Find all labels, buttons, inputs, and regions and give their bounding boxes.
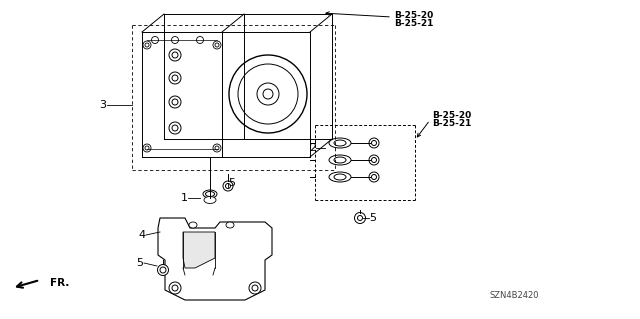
Text: 5: 5	[228, 178, 236, 188]
Ellipse shape	[334, 140, 346, 146]
Ellipse shape	[226, 222, 234, 228]
Ellipse shape	[369, 155, 379, 165]
Text: B-25-21: B-25-21	[432, 120, 472, 129]
Ellipse shape	[172, 285, 178, 291]
Ellipse shape	[145, 43, 149, 47]
Ellipse shape	[371, 174, 376, 180]
Ellipse shape	[252, 285, 258, 291]
Ellipse shape	[329, 172, 351, 182]
Ellipse shape	[143, 144, 151, 152]
Ellipse shape	[371, 158, 376, 162]
Ellipse shape	[205, 191, 214, 197]
Text: 1: 1	[180, 193, 188, 203]
Text: SZN4B2420: SZN4B2420	[490, 292, 540, 300]
Ellipse shape	[369, 138, 379, 148]
Polygon shape	[158, 218, 272, 300]
Ellipse shape	[152, 36, 159, 43]
Ellipse shape	[172, 75, 178, 81]
Ellipse shape	[169, 49, 181, 61]
Text: B-25-20: B-25-20	[394, 11, 433, 19]
Ellipse shape	[334, 157, 346, 163]
Ellipse shape	[172, 125, 178, 131]
Ellipse shape	[223, 181, 233, 191]
Ellipse shape	[263, 89, 273, 99]
Ellipse shape	[369, 172, 379, 182]
Text: 2: 2	[309, 143, 317, 153]
Ellipse shape	[169, 122, 181, 134]
Ellipse shape	[257, 83, 279, 105]
Ellipse shape	[355, 212, 365, 224]
Ellipse shape	[172, 36, 179, 43]
Text: B-25-20: B-25-20	[432, 112, 471, 121]
Ellipse shape	[169, 282, 181, 294]
Ellipse shape	[172, 99, 178, 105]
Ellipse shape	[371, 140, 376, 145]
Ellipse shape	[196, 36, 204, 43]
Text: 5: 5	[136, 258, 143, 268]
Ellipse shape	[329, 138, 351, 148]
Ellipse shape	[169, 72, 181, 84]
Ellipse shape	[225, 183, 230, 189]
Ellipse shape	[213, 144, 221, 152]
Ellipse shape	[334, 174, 346, 180]
Text: 3: 3	[99, 100, 106, 110]
Ellipse shape	[145, 146, 149, 150]
Text: 5: 5	[369, 213, 376, 223]
Ellipse shape	[329, 155, 351, 165]
Ellipse shape	[169, 96, 181, 108]
Ellipse shape	[204, 197, 216, 204]
Ellipse shape	[215, 43, 219, 47]
Ellipse shape	[172, 52, 178, 58]
Ellipse shape	[249, 282, 261, 294]
Ellipse shape	[215, 146, 219, 150]
Ellipse shape	[143, 41, 151, 49]
Ellipse shape	[189, 222, 197, 228]
Text: FR.: FR.	[50, 278, 69, 288]
Ellipse shape	[157, 264, 168, 276]
Text: 4: 4	[138, 230, 145, 240]
Ellipse shape	[160, 267, 166, 273]
Ellipse shape	[238, 64, 298, 124]
Text: B-25-21: B-25-21	[394, 19, 433, 27]
Ellipse shape	[203, 190, 217, 198]
Polygon shape	[183, 232, 215, 268]
Ellipse shape	[229, 55, 307, 133]
Ellipse shape	[213, 41, 221, 49]
Ellipse shape	[358, 216, 362, 220]
